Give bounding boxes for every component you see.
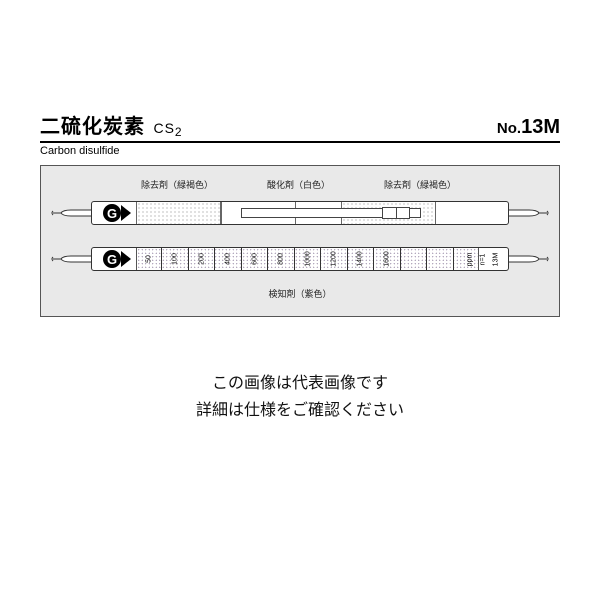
flow-direction-badge: G xyxy=(103,250,131,268)
tube-tip-right-icon xyxy=(505,208,549,218)
formula-base: CS xyxy=(153,120,174,136)
title-jp: 二硫化炭素 xyxy=(40,116,145,138)
tick-label: 100 xyxy=(172,253,179,265)
tube-tip-left-icon xyxy=(51,254,95,264)
inner-ampoule xyxy=(241,208,421,218)
tube-tip-right-icon xyxy=(505,254,549,264)
disclaimer-line-1: この画像は代表画像です xyxy=(0,370,600,397)
flow-direction-badge: G xyxy=(103,204,131,222)
no-prefix: No. xyxy=(497,120,521,137)
formula-sub: 2 xyxy=(175,125,183,139)
product-number: No.13M xyxy=(497,116,560,139)
annotations-top: 除去剤（緑褐色） 酸化剤（白色） 除去剤（緑褐色） xyxy=(51,178,549,191)
disclaimer-text: この画像は代表画像です 詳細は仕様をご確認ください xyxy=(0,370,600,424)
arrow-right-icon xyxy=(121,251,131,267)
tick-label: 1000 xyxy=(304,251,311,267)
header-row: 二硫化炭素 CS2 No.13M xyxy=(40,110,560,143)
formula: CS2 xyxy=(153,120,182,136)
segment-remover-1 xyxy=(136,202,221,224)
title-en: Carbon disulfide xyxy=(40,145,560,157)
disclaimer-line-2: 詳細は仕様をご確認ください xyxy=(0,397,600,424)
tick-label: 1200 xyxy=(331,251,338,267)
diagram-box: 除去剤（緑褐色） 酸化剤（白色） 除去剤（緑褐色） G xyxy=(40,165,560,317)
tick-label: 1600 xyxy=(383,251,390,267)
tick-label: 50 xyxy=(145,255,152,263)
no-value: 13M xyxy=(521,116,560,138)
tick-label: 1400 xyxy=(357,251,364,267)
annot-remover-2: 除去剤（緑褐色） xyxy=(384,178,456,191)
inner-plug xyxy=(382,207,396,219)
detector-tube: 50 100 200 400 600 800 1000 1200 1400 16… xyxy=(51,241,549,277)
annot-detector: 検知剤（紫色） xyxy=(268,287,331,300)
title-group: 二硫化炭素 CS2 xyxy=(40,110,183,139)
product-sheet: 二硫化炭素 CS2 No.13M Carbon disulfide 除去剤（緑褐… xyxy=(40,110,560,317)
strokes-label: n=1 xyxy=(479,253,486,265)
tick-label: 600 xyxy=(251,253,258,265)
tick-label: 400 xyxy=(225,253,232,265)
annotations-bottom: 検知剤（紫色） xyxy=(51,287,549,300)
scale-end-labels: ppm n=1 13M xyxy=(463,248,501,270)
annot-oxidizer: 酸化剤（白色） xyxy=(267,178,330,191)
tick-label: 800 xyxy=(278,253,285,265)
model-label: 13M xyxy=(492,252,499,266)
unit-label: ppm xyxy=(466,252,473,266)
tick-label: 200 xyxy=(198,253,205,265)
tube-tip-left-icon xyxy=(51,208,95,218)
scale-ticks: 50 100 200 400 600 800 1000 1200 1400 16… xyxy=(136,248,479,270)
g-letter: G xyxy=(103,250,121,268)
annot-remover-1: 除去剤（緑褐色） xyxy=(141,178,213,191)
inner-plug xyxy=(396,207,410,219)
pretreatment-tube: G xyxy=(51,195,549,231)
g-letter: G xyxy=(103,204,121,222)
arrow-right-icon xyxy=(121,205,131,221)
